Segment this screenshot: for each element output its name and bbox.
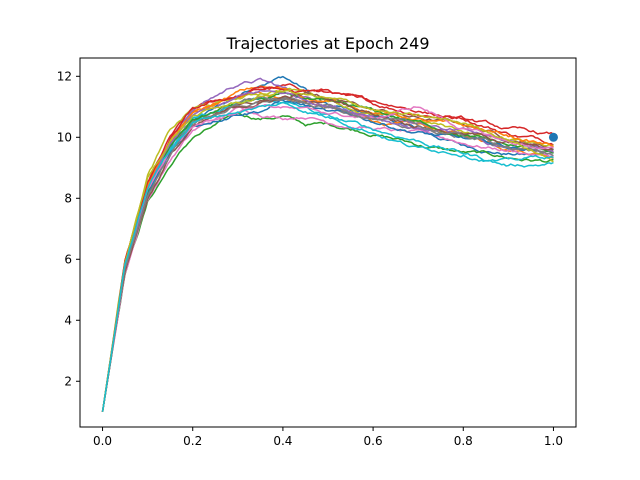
trajectory-line-19: [101, 89, 554, 412]
x-tick-label: 0.4: [273, 434, 292, 448]
trajectory-line-9: [101, 87, 554, 412]
series-layer: [101, 75, 554, 412]
trajectory-line-14: [101, 86, 554, 412]
y-tick-label: 2: [64, 374, 72, 388]
trajectory-line-20: [101, 101, 554, 412]
x-tick-label: 1.0: [544, 434, 563, 448]
trajectory-line-7: [101, 106, 554, 412]
trajectory-line-18: [101, 95, 554, 412]
y-tick-label: 10: [57, 130, 72, 144]
y-tick-label: 4: [64, 313, 72, 327]
trajectory-line-4: [101, 83, 554, 412]
y-tick-label: 6: [64, 252, 72, 266]
y-tick-label: 12: [57, 69, 72, 83]
y-tick-label: 8: [64, 191, 72, 205]
marker-layer: [548, 132, 558, 142]
y-axis: 2 4 6 8 10 12: [57, 69, 80, 388]
x-axis: 0.0 0.2 0.4 0.6 0.8 1.0: [93, 427, 563, 448]
target-point-marker: [548, 132, 558, 142]
x-tick-label: 0.0: [93, 434, 112, 448]
trajectory-line-16: [101, 91, 554, 412]
x-tick-label: 0.6: [364, 434, 383, 448]
chart-title: Trajectories at Epoch 249: [225, 34, 429, 53]
x-tick-label: 0.8: [454, 434, 473, 448]
plot-area-frame: [79, 57, 577, 428]
x-tick-label: 0.2: [183, 434, 202, 448]
